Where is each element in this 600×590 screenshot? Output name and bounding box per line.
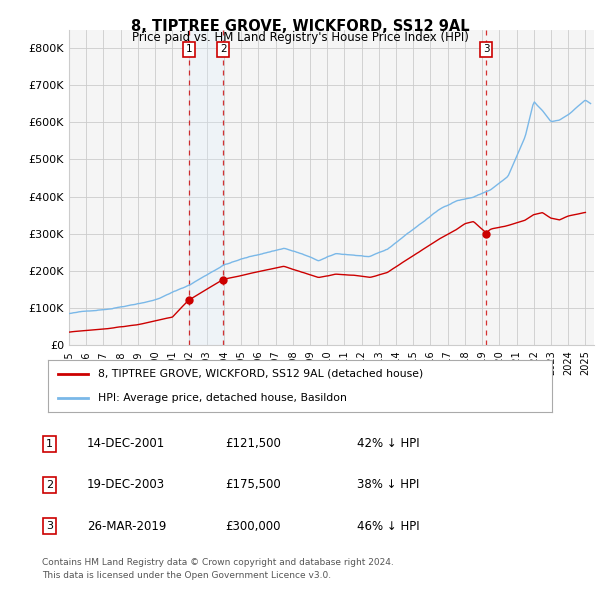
Text: HPI: Average price, detached house, Basildon: HPI: Average price, detached house, Basi… <box>98 393 347 403</box>
Text: 1: 1 <box>185 44 192 54</box>
Text: 2: 2 <box>46 480 53 490</box>
Text: 8, TIPTREE GROVE, WICKFORD, SS12 9AL (detached house): 8, TIPTREE GROVE, WICKFORD, SS12 9AL (de… <box>98 369 424 379</box>
Text: 38% ↓ HPI: 38% ↓ HPI <box>357 478 419 491</box>
Bar <box>189 30 223 345</box>
Text: 46% ↓ HPI: 46% ↓ HPI <box>357 520 419 533</box>
Text: 2: 2 <box>220 44 227 54</box>
Text: 3: 3 <box>483 44 490 54</box>
Text: £300,000: £300,000 <box>225 520 281 533</box>
Text: £175,500: £175,500 <box>225 478 281 491</box>
Text: This data is licensed under the Open Government Licence v3.0.: This data is licensed under the Open Gov… <box>42 571 331 580</box>
Text: 14-DEC-2001: 14-DEC-2001 <box>87 437 165 450</box>
Text: 19-DEC-2003: 19-DEC-2003 <box>87 478 165 491</box>
Text: Contains HM Land Registry data © Crown copyright and database right 2024.: Contains HM Land Registry data © Crown c… <box>42 558 394 566</box>
Text: 42% ↓ HPI: 42% ↓ HPI <box>357 437 419 450</box>
Text: 26-MAR-2019: 26-MAR-2019 <box>87 520 166 533</box>
Text: 1: 1 <box>46 439 53 448</box>
Text: 8, TIPTREE GROVE, WICKFORD, SS12 9AL: 8, TIPTREE GROVE, WICKFORD, SS12 9AL <box>131 19 469 34</box>
Text: Price paid vs. HM Land Registry's House Price Index (HPI): Price paid vs. HM Land Registry's House … <box>131 31 469 44</box>
Text: 3: 3 <box>46 522 53 531</box>
Text: £121,500: £121,500 <box>225 437 281 450</box>
